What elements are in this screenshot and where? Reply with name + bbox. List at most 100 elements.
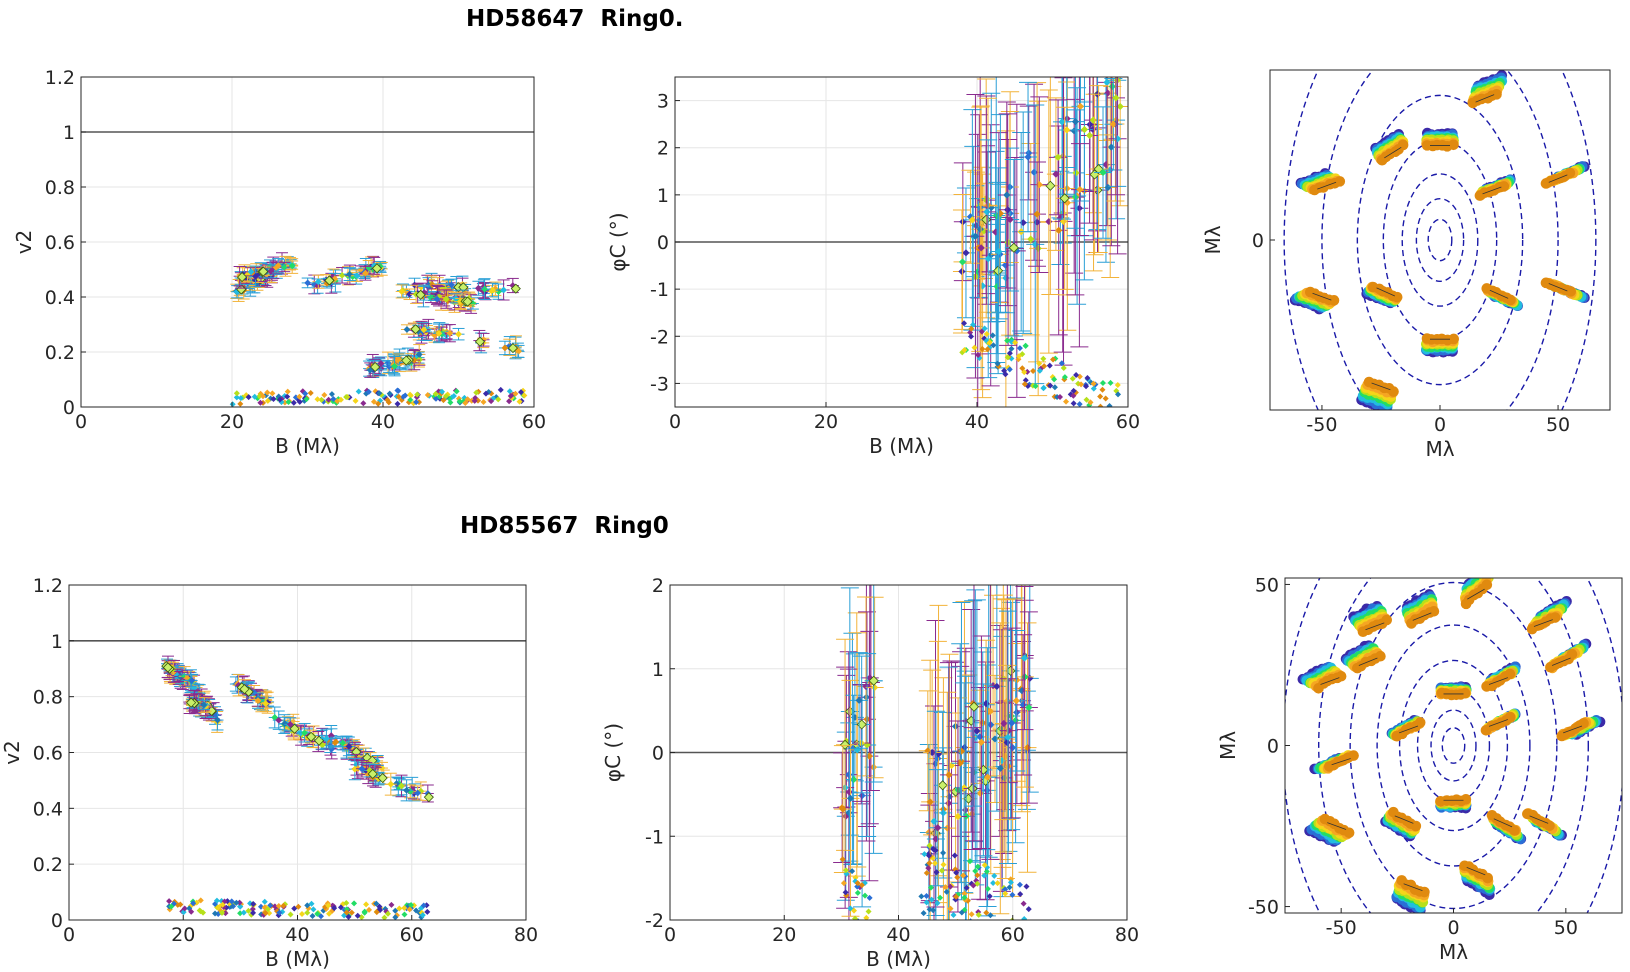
uv-contour (1376, 624, 1531, 867)
v2-model-point (237, 400, 244, 407)
v2-model-point (245, 907, 252, 914)
v2-model-point (197, 897, 204, 904)
v2-model-point (361, 908, 368, 915)
v2-model-point (270, 395, 277, 402)
v2-point (233, 288, 241, 296)
v2-point (262, 700, 270, 708)
phi-model-point (1058, 360, 1065, 367)
v2-point-highlight (371, 263, 382, 274)
v2-model-point (240, 909, 247, 916)
phi-model-point (1115, 391, 1122, 398)
v2-point (353, 272, 361, 280)
x-axis-label: B (Mλ) (869, 434, 934, 458)
uv-contour (1441, 727, 1466, 764)
phi-model-point (1114, 382, 1121, 389)
v2-model-point (296, 398, 303, 405)
v2-model-point (229, 401, 236, 407)
v2-point (403, 786, 411, 794)
phi-point (983, 773, 992, 781)
phi-point (930, 817, 938, 825)
phi-point (977, 738, 986, 746)
phi-point-highlight (967, 783, 978, 794)
phi-point (1035, 181, 1043, 189)
phi-model-point (854, 889, 861, 896)
phi-model-point (1083, 383, 1090, 390)
v2-model-point (506, 388, 513, 395)
phi-point (1004, 733, 1012, 741)
phi-point (1070, 127, 1078, 135)
x-tick-label: 20 (171, 924, 195, 946)
v2-model-point (482, 390, 489, 397)
v2-point-highlight (258, 266, 269, 277)
phi-model-point (983, 331, 990, 338)
y-tick-label: 0.4 (33, 798, 63, 820)
v2-model-point (251, 393, 258, 400)
v2-model-point (384, 910, 391, 917)
phi-row2-frame: 0 20 40 60 80 -2 -1 0 1 2 B (Mλ) φC (°) (601, 575, 1139, 971)
phi-model-point (1017, 891, 1024, 898)
phi-model-point (866, 894, 873, 901)
uv-contour (1283, 70, 1597, 410)
phi-model-point (975, 351, 982, 358)
v2-model-point (373, 909, 380, 916)
x-tick-label: 0 (75, 411, 87, 433)
v2-point (314, 278, 322, 286)
phi-model-point (967, 922, 973, 928)
phi-point (1104, 183, 1112, 192)
x-tick-label: -50 (1306, 414, 1337, 436)
v2-model-point (376, 390, 383, 397)
phi-model-point (990, 342, 997, 349)
phi-point (983, 786, 991, 795)
v2-model-point (506, 398, 513, 405)
phi-point (1072, 169, 1080, 177)
v2-model-point (310, 906, 317, 913)
v2-point (247, 268, 255, 276)
phi-point (993, 682, 1001, 691)
y-axis-label: v2 (12, 230, 36, 255)
phi-point (954, 812, 962, 821)
uv-track-line (1371, 382, 1391, 391)
phi-model-point (981, 862, 988, 869)
y-tick-label: 0.6 (33, 743, 63, 765)
v2-model-point (188, 908, 195, 915)
phi-model-point (953, 893, 960, 900)
v2-model-point (352, 397, 359, 404)
v2-point (495, 288, 502, 296)
phi-model-point (972, 868, 979, 875)
phi-model-point (839, 856, 846, 863)
phi-model-point (1007, 879, 1014, 886)
v2-model-point (325, 396, 332, 403)
v2-model-point (275, 903, 282, 910)
x-tick-label: 40 (965, 411, 989, 433)
x-tick-label: 80 (514, 924, 538, 946)
v2-model-point (237, 910, 244, 917)
phi-model-point (1030, 368, 1037, 375)
v2-model-point (168, 903, 175, 910)
phi-model-point (1051, 376, 1058, 383)
v2-model-point (200, 909, 207, 916)
v2-model-point (302, 390, 309, 397)
v2-model-point (237, 903, 244, 910)
phi-point (1076, 102, 1085, 111)
v2-model-point (473, 389, 480, 396)
v2-model-point (507, 392, 514, 399)
uv-track-line (1376, 287, 1395, 297)
y-tick-label: 0 (657, 232, 669, 254)
uv-point (1483, 565, 1494, 576)
v2-model-point (366, 906, 373, 913)
v2-model-point (401, 911, 408, 918)
phi-point (1116, 102, 1124, 111)
uv-point (1448, 139, 1459, 151)
phi-point (839, 805, 847, 813)
v2-point (288, 262, 296, 270)
v2-model-point (401, 904, 408, 911)
phi-model-point (920, 910, 927, 917)
y-tick-label: -1 (650, 279, 669, 301)
v2-model-point (290, 399, 297, 406)
uv-point (1498, 181, 1510, 192)
phi-model-point (994, 938, 1000, 944)
v2-model-point (516, 398, 523, 405)
v2-model-point (381, 914, 388, 920)
v2-model-point (264, 906, 271, 913)
uv-point (1391, 291, 1403, 303)
